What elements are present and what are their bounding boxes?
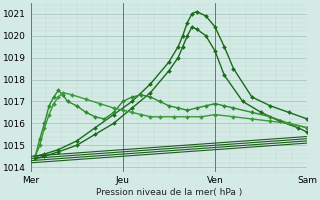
X-axis label: Pression niveau de la mer( hPa ): Pression niveau de la mer( hPa ) — [96, 188, 242, 197]
